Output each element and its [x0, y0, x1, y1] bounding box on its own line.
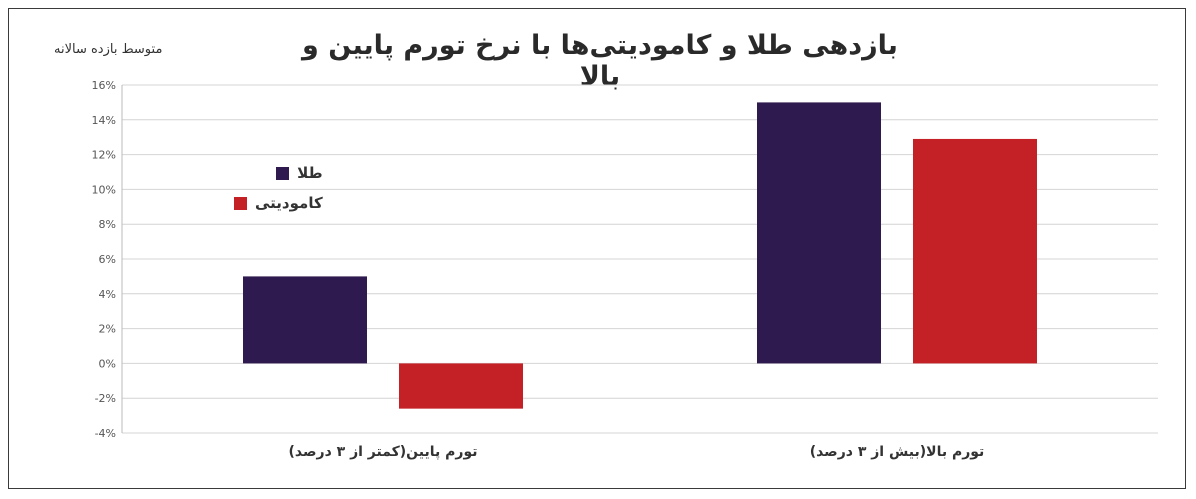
- y-tick-label: 6%: [99, 253, 116, 266]
- y-tick-label: 16%: [92, 79, 116, 92]
- y-tick-label: 10%: [92, 183, 116, 196]
- bar-commodity-low-inflation: [399, 363, 523, 409]
- y-axis-label: متوسط بازده سالانه: [54, 42, 163, 57]
- y-tick-label: 0%: [99, 357, 116, 370]
- x-category-label: تورم پایین(کمتر از ۳ درصد): [289, 444, 478, 460]
- bar-gold-high-inflation: [757, 102, 881, 364]
- bar-gold-low-inflation: [243, 276, 367, 364]
- chart-title: بازدهی طلا و کامودیتی‌ها با نرخ تورم پای…: [302, 30, 898, 92]
- legend-label-commodity: کامودیتی: [255, 194, 323, 212]
- y-tick-labels: -4% -2% 0% 2% 4% 6% 8% 10% 12% 14% 16%: [92, 79, 116, 440]
- y-tick-label: -4%: [95, 427, 116, 440]
- legend: طلا کامودیتی: [234, 158, 323, 218]
- legend-item-gold: طلا: [234, 158, 323, 188]
- y-tick-label: 4%: [99, 288, 116, 301]
- legend-item-commodity: کامودیتی: [234, 188, 323, 218]
- y-tick-label: 2%: [99, 323, 116, 336]
- bar-commodity-high-inflation: [913, 138, 1037, 364]
- legend-swatch-commodity: [234, 196, 247, 210]
- chart-frame: [8, 8, 1186, 489]
- legend-label-gold: طلا: [297, 164, 323, 182]
- y-tick-label: 8%: [99, 218, 116, 231]
- y-tick-label: 14%: [92, 114, 116, 127]
- bars: [243, 102, 1037, 409]
- x-category-label: تورم بالا(بیش از ۳ درصد): [810, 444, 985, 460]
- y-tick-label: -2%: [95, 392, 116, 405]
- y-tick-label: 12%: [92, 149, 116, 162]
- x-category-labels: تورم پایین(کمتر از ۳ درصد) تورم بالا(بیش …: [289, 444, 985, 460]
- legend-swatch-gold: [276, 166, 290, 180]
